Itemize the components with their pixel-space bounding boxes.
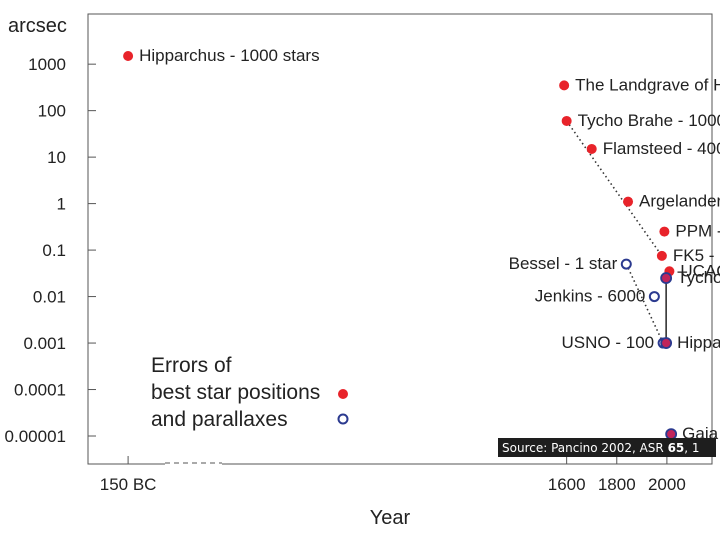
point-combined-0 [660, 272, 673, 284]
y-tick-label-4: 0.1 [42, 241, 66, 260]
point-label-combined-0: Tycho - 1 million [677, 268, 720, 287]
point-open-1 [648, 291, 660, 303]
point-label-filled-3: Flamsteed - 4000 [603, 139, 720, 158]
legend-open-marker [337, 413, 349, 425]
y-tick-label-6: 0.001 [23, 334, 66, 353]
point-filled-4 [623, 196, 634, 207]
x-tick-label-2: 1800 [598, 475, 636, 494]
y-tick-label-0: 1000 [28, 55, 66, 74]
point-label-filled-0: Hipparchus - 1000 stars [139, 46, 319, 65]
point-label-combined-1: Hipparcos - 120 000 [677, 333, 720, 352]
y-tick-label-3: 1 [57, 195, 66, 214]
legend: Errors of best star positions and parall… [151, 354, 349, 431]
point-label-open-2: USNO - 100 [562, 333, 655, 352]
x-tick-label-1: 1600 [548, 475, 586, 494]
legend-line-3: and parallaxes [151, 408, 288, 431]
source-suffix: , 1 [684, 441, 699, 455]
x-tick-label-0: 150 BC [100, 475, 157, 494]
y-tick-label-5: 0.01 [33, 288, 66, 307]
y-tick-label-7: 0.0001 [14, 381, 66, 400]
source-prefix: Source: Pancino 2002, ASR [502, 441, 668, 455]
point-filled-6 [656, 250, 667, 261]
y-tick-label-2: 10 [47, 148, 66, 167]
y-axis-ticks: 1000 100 10 1 0.1 0.01 0.001 0.0001 0.00001 [5, 55, 96, 446]
source-background [498, 438, 716, 457]
y-tick-label-8: 0.00001 [5, 427, 66, 446]
y-axis-title: arcsec [8, 15, 67, 37]
source-volume: 65 [668, 441, 685, 455]
point-labels: Hipparchus - 1000 stars The Landgrave of … [139, 46, 720, 443]
point-label-filled-4: Argelander - 26000 [639, 192, 720, 211]
legend-filled-marker [338, 389, 348, 399]
x-axis-title: Year [370, 507, 411, 529]
source-note: Source: Pancino 2002, ASR 65, 1 [498, 438, 716, 457]
point-label-open-0: Bessel - 1 star [509, 254, 618, 273]
y-tick-label-1: 100 [38, 102, 66, 121]
point-filled-2 [561, 115, 572, 126]
point-filled-3 [586, 143, 597, 154]
legend-line-2: best star positions [151, 381, 320, 404]
point-label-open-1: Jenkins - 6000 [535, 287, 646, 306]
source-text: Source: Pancino 2002, ASR 65, 1 [502, 441, 700, 455]
point-filled-1 [559, 80, 570, 91]
point-label-filled-7: UCAC2 - 58 million [680, 261, 720, 280]
point-open-0 [620, 258, 632, 270]
point-filled-5 [659, 226, 670, 237]
legend-line-1: Errors of [151, 354, 232, 377]
point-combined-2 [665, 428, 678, 440]
trend-line-1 [625, 263, 664, 344]
point-label-filled-5: PPM - 400 000 [675, 222, 720, 241]
x-axis-ticks: 150 BC 1600 1800 2000 [100, 456, 686, 494]
x-tick-label-3: 2000 [648, 475, 686, 494]
data-points [123, 50, 678, 440]
point-label-filled-6: FK5 - 1500 [673, 246, 720, 265]
point-filled-0 [123, 50, 134, 61]
trend-lines [565, 120, 667, 344]
trend-line-0 [565, 120, 663, 257]
plot-frame [87, 13, 713, 465]
point-label-filled-2: Tycho Brahe - 1000 [578, 111, 720, 130]
point-label-filled-1: The Landgrave of Hessen - 1000 [575, 75, 720, 94]
point-combined-1 [660, 337, 673, 349]
